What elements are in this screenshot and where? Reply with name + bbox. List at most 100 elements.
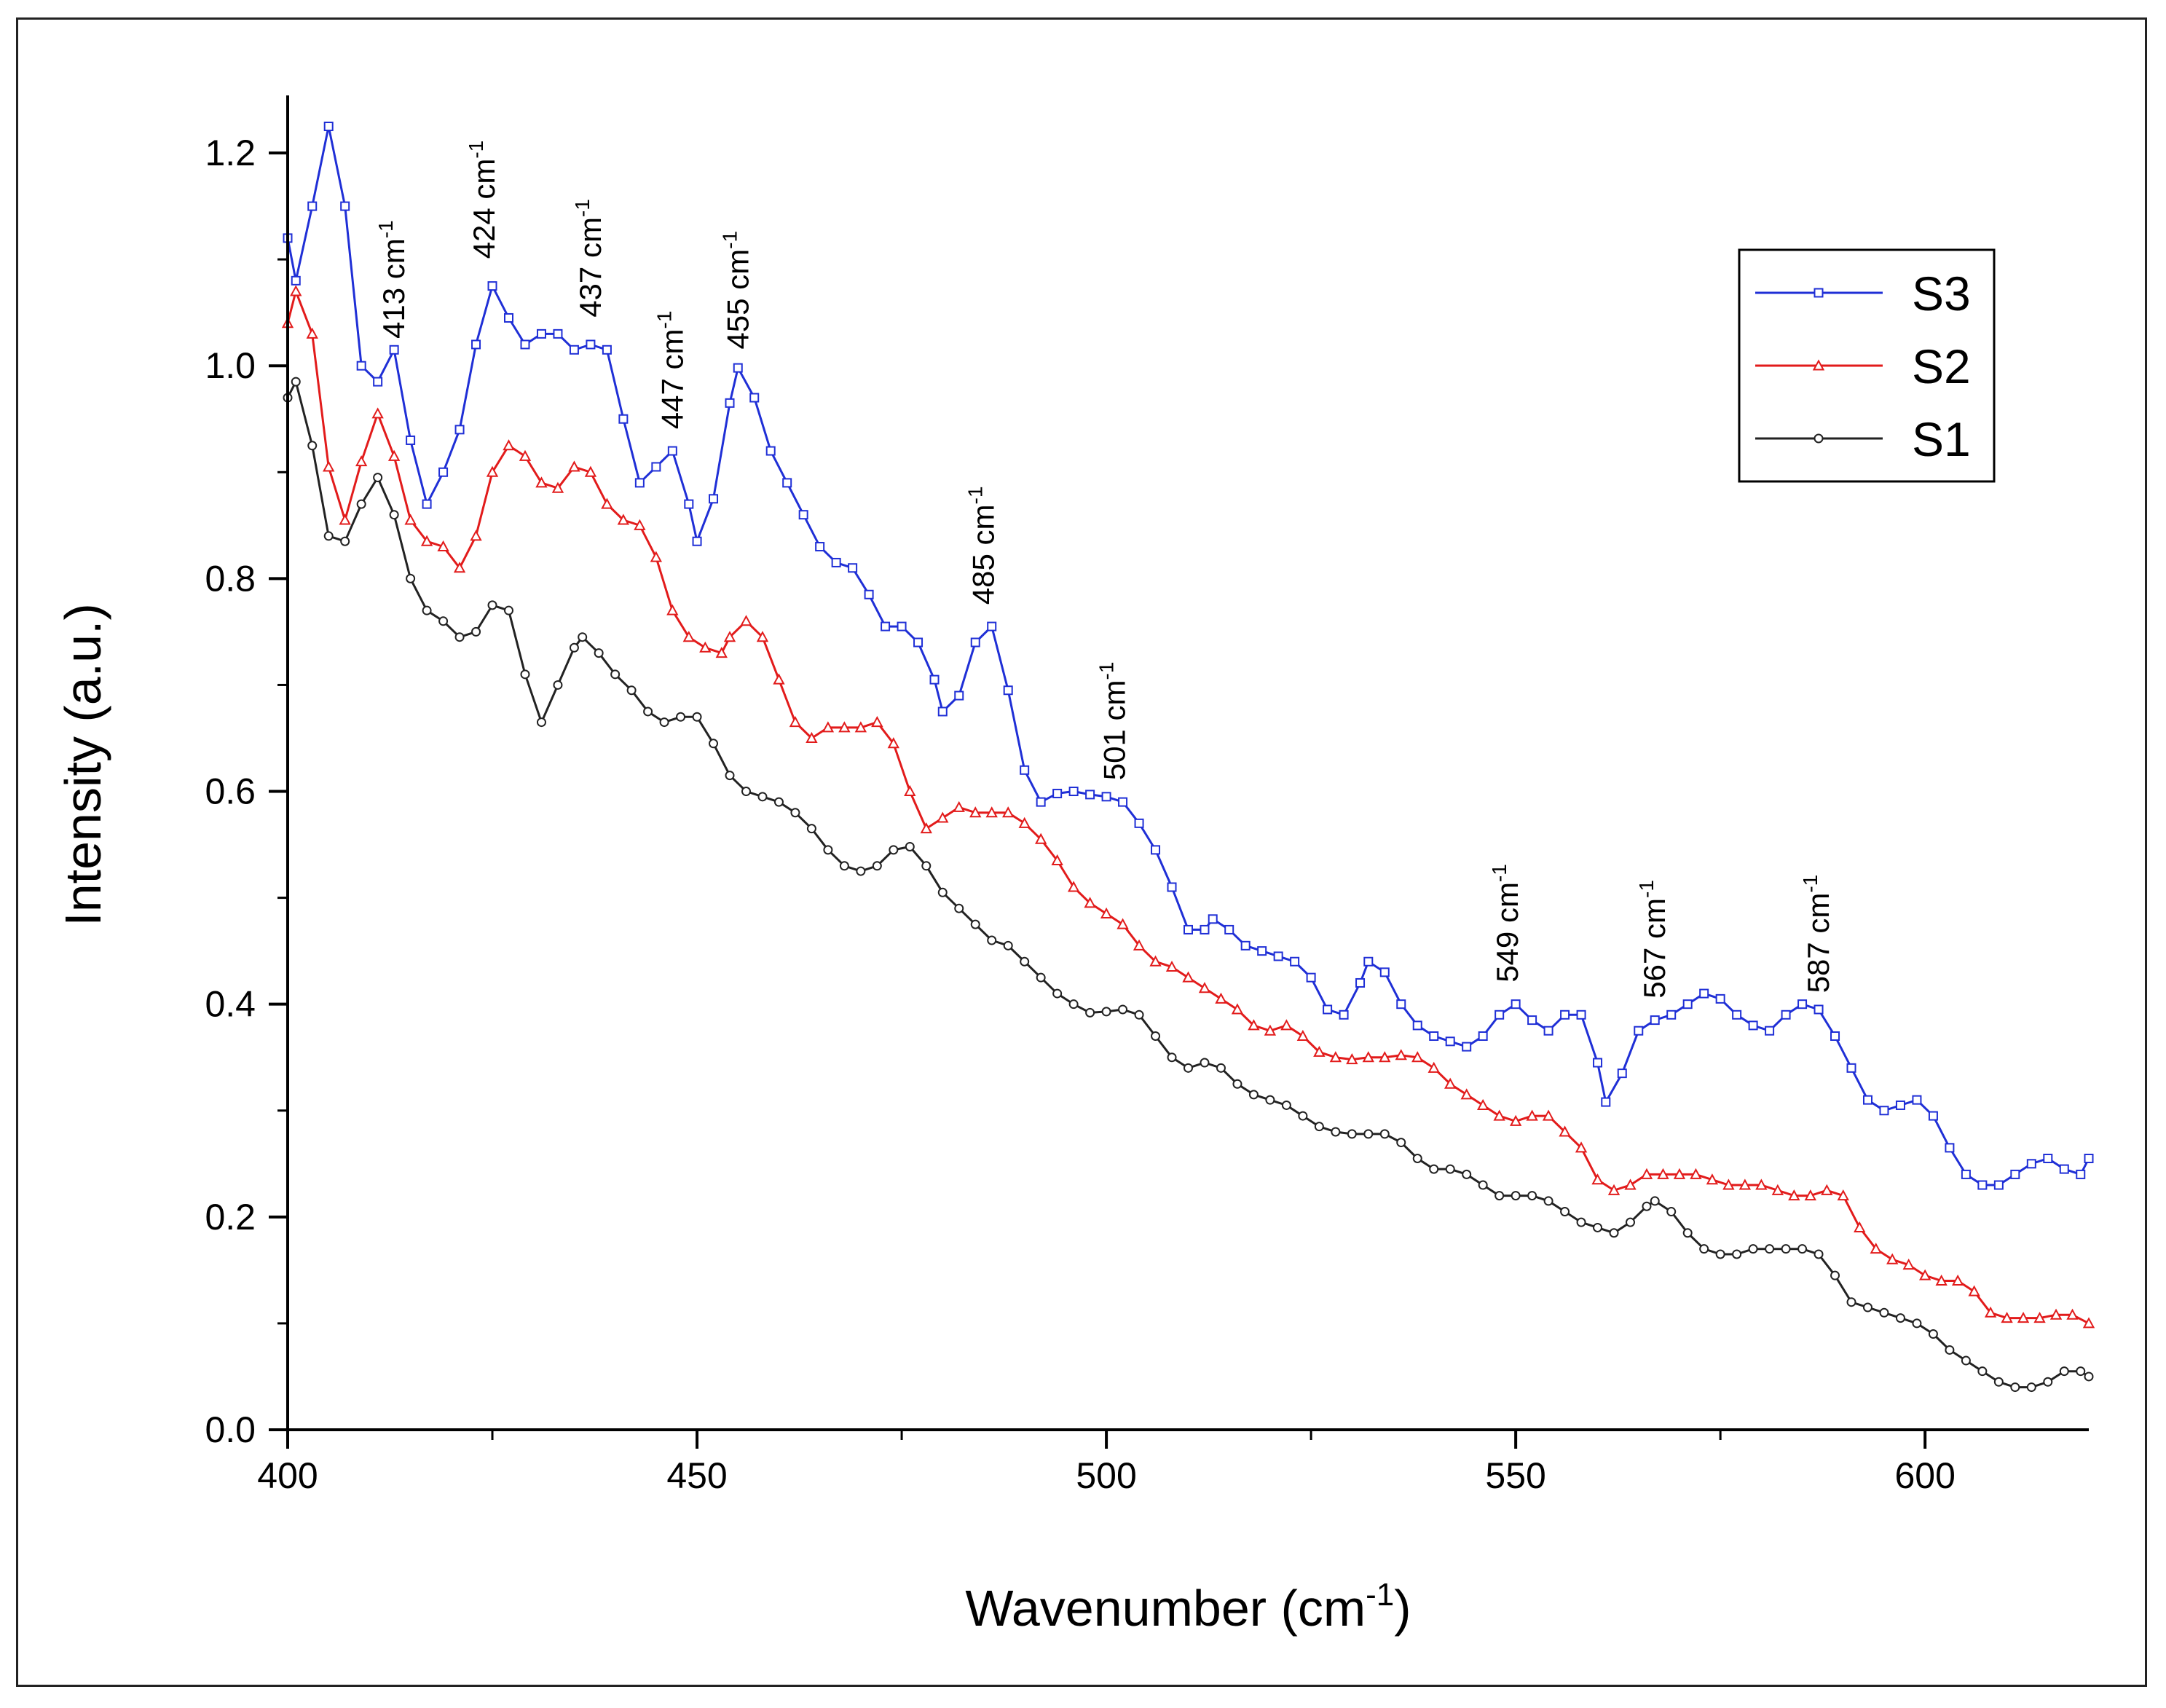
series-s1 [283, 377, 2094, 1393]
data-point-s1 [937, 887, 948, 897]
data-point-s1 [676, 712, 686, 722]
data-point-s1 [1314, 1122, 1324, 1132]
data-point-s2 [904, 784, 916, 797]
data-point-s2 [1329, 1051, 1342, 1063]
data-point-s2 [699, 641, 712, 653]
data-point-s2 [371, 407, 384, 419]
data-point-s1 [291, 377, 301, 387]
data-point-s3 [1101, 792, 1111, 802]
data-point-s1 [643, 707, 653, 717]
data-point-s3 [1118, 797, 1128, 807]
data-point-s3 [406, 435, 416, 445]
data-point-s2 [1559, 1125, 1571, 1137]
data-point-s1 [1945, 1345, 1955, 1355]
data-point-s1 [340, 536, 350, 546]
data-point-s2 [650, 551, 663, 562]
data-point-s3 [1339, 1010, 1349, 1020]
data-point-s2 [1346, 1053, 1358, 1065]
data-point-s1 [1445, 1164, 1455, 1174]
data-point-s2 [339, 513, 351, 525]
data-point-s1 [438, 616, 449, 626]
data-point-s2 [937, 811, 949, 823]
plot-area [281, 122, 2095, 1393]
data-point-s3 [1363, 956, 1374, 967]
data-point-s1 [1813, 1249, 1824, 1259]
data-point-s2 [682, 631, 695, 642]
y-tick-label: 1.2 [205, 133, 256, 173]
data-point-s3 [1445, 1036, 1455, 1047]
data-point-s2 [323, 460, 335, 472]
data-point-s3 [504, 312, 514, 323]
y-tick-label: 0.8 [205, 558, 256, 599]
data-point-s2 [1248, 1019, 1260, 1031]
data-point-s3 [454, 425, 465, 435]
data-point-s2 [1591, 1173, 1604, 1185]
peak-label-413: 413 cm-1 [374, 220, 411, 339]
data-point-s2 [551, 481, 564, 493]
data-point-s1 [610, 669, 621, 680]
data-point-s2 [871, 715, 883, 728]
data-point-s2 [1690, 1168, 1702, 1179]
data-point-s3 [634, 478, 645, 488]
data-point-s1 [839, 861, 849, 871]
data-point-s3 [667, 446, 677, 456]
data-point-s2 [470, 530, 482, 541]
data-point-s2 [773, 673, 785, 685]
data-point-s1 [1200, 1058, 1210, 1068]
data-point-s1 [2010, 1382, 2020, 1393]
data-point-s1 [1912, 1318, 1922, 1329]
data-point-s2 [822, 721, 835, 733]
data-point-s1 [709, 739, 719, 749]
data-point-s2 [2082, 1317, 2095, 1329]
data-point-s1 [2026, 1382, 2036, 1393]
data-point-s3 [1429, 1031, 1439, 1042]
peak-label-447: 447 cm-1 [653, 311, 689, 430]
y-tick-label: 0.4 [205, 984, 256, 1025]
y-tick-label: 0.6 [205, 771, 256, 812]
data-point-s1 [1036, 972, 1046, 983]
data-point-s3 [1290, 956, 1300, 967]
data-point-s3 [1748, 1020, 1758, 1031]
data-point-s3 [1593, 1058, 1603, 1068]
data-point-s1 [553, 680, 563, 690]
data-point-s3 [1846, 1063, 1856, 1073]
data-point-s2 [1296, 1029, 1310, 1042]
data-point-s1 [1961, 1355, 1971, 1366]
data-point-s3 [1527, 1015, 1537, 1026]
peak-label-455: 455 cm-1 [718, 231, 755, 350]
data-point-s1 [471, 626, 481, 637]
data-point-s2 [519, 449, 532, 461]
data-point-s2 [1231, 1003, 1244, 1015]
data-point-s2 [1395, 1049, 1407, 1060]
data-point-s1 [626, 685, 637, 696]
data-point-s3 [1184, 924, 1193, 934]
data-point-s1 [1412, 1153, 1422, 1163]
data-point-s3 [389, 345, 399, 355]
data-point-s3 [323, 122, 334, 132]
data-point-s2 [2033, 1312, 2046, 1323]
data-point-s3 [1797, 999, 1808, 1010]
legend-marker-s3 [1813, 288, 1824, 298]
data-point-s3 [1412, 1020, 1422, 1031]
data-point-s2 [503, 439, 515, 451]
data-point-s1 [307, 441, 318, 451]
data-point-s1 [921, 861, 932, 871]
data-point-s1 [889, 845, 899, 855]
data-point-s1 [1052, 988, 1063, 999]
data-point-s3 [1862, 1095, 1872, 1105]
data-point-s3 [1813, 1004, 1824, 1015]
data-point-s3 [970, 637, 980, 648]
data-point-s1 [1732, 1249, 1742, 1259]
data-point-s1 [1020, 956, 1030, 967]
data-point-s2 [1657, 1168, 1669, 1179]
data-point-s3 [1273, 951, 1283, 961]
series-s2 [281, 285, 2095, 1329]
data-point-s3 [1085, 790, 1095, 800]
data-point-s1 [1879, 1307, 1889, 1318]
data-point-s2 [568, 460, 580, 472]
data-point-s3 [356, 361, 366, 371]
data-point-s1 [1511, 1191, 1521, 1201]
data-point-s3 [913, 637, 923, 648]
data-point-s2 [1935, 1274, 1948, 1286]
y-tick-label: 1.0 [205, 345, 256, 386]
